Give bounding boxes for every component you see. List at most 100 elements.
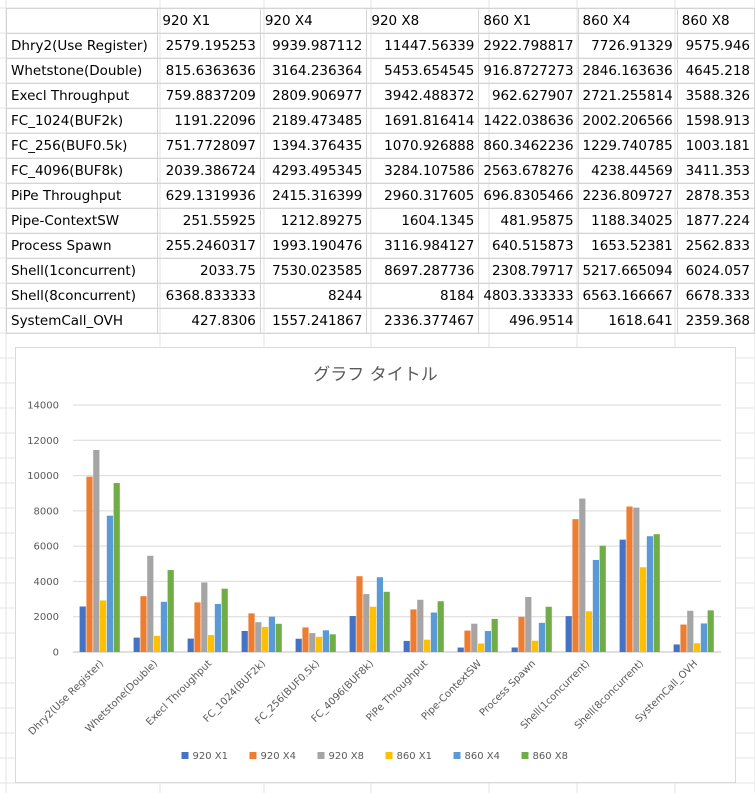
bar[interactable] <box>363 594 370 652</box>
bar[interactable] <box>160 601 167 652</box>
legend-label[interactable]: 860 X8 <box>533 751 568 762</box>
bar[interactable] <box>302 627 309 652</box>
chart-area[interactable]: グラフ タイトル 0 2000 4000 6000 8000 10000 12000 14000… <box>15 347 736 783</box>
bar[interactable] <box>93 450 100 652</box>
bar[interactable] <box>187 638 194 652</box>
value-cell[interactable]: 3116.984127 <box>366 233 480 259</box>
value-cell[interactable]: 2809.906977 <box>259 83 368 109</box>
value-cell[interactable]: 4238.44569 <box>577 158 678 184</box>
bar[interactable] <box>133 637 140 652</box>
bar[interactable] <box>478 643 485 653</box>
bar[interactable] <box>437 601 444 652</box>
bar[interactable] <box>633 507 640 652</box>
bar[interactable] <box>356 576 363 652</box>
value-cell[interactable]: 2039.386724 <box>157 158 261 184</box>
bar[interactable] <box>586 611 593 652</box>
value-cell[interactable]: 4803.333333 <box>478 283 579 309</box>
bar[interactable] <box>241 630 248 652</box>
value-cell[interactable]: 1003.181 <box>676 133 755 159</box>
bar[interactable] <box>316 636 323 652</box>
value-cell[interactable]: 759.8837209 <box>157 83 261 109</box>
bar[interactable] <box>349 616 356 652</box>
bar[interactable] <box>457 647 464 652</box>
bar[interactable] <box>383 591 390 652</box>
row-label-cell[interactable]: FC_1024(BUF2k) <box>5 108 159 134</box>
value-cell[interactable]: 1188.34025 <box>577 208 678 234</box>
header-corner-cell[interactable] <box>5 8 159 34</box>
value-cell[interactable]: 2563.678276 <box>478 158 579 184</box>
bar[interactable] <box>275 623 282 652</box>
value-cell[interactable]: 1070.926888 <box>366 133 480 159</box>
value-cell[interactable]: 1598.913 <box>676 108 755 134</box>
value-cell[interactable]: 1691.816414 <box>366 108 480 134</box>
bar[interactable] <box>700 623 707 652</box>
value-cell[interactable]: 3164.236364 <box>259 58 368 84</box>
row-label-cell[interactable]: Execl Throughput <box>5 83 159 109</box>
bar[interactable] <box>707 610 714 652</box>
legend-label[interactable]: 920 X1 <box>193 751 228 762</box>
value-cell[interactable]: 5217.665094 <box>577 258 678 284</box>
bar[interactable] <box>579 498 586 652</box>
value-cell[interactable]: 11447.56339 <box>366 33 480 59</box>
bar[interactable] <box>147 555 154 652</box>
bar[interactable] <box>626 506 633 652</box>
row-label-cell[interactable]: Shell(1concurrent) <box>5 258 159 284</box>
bar[interactable] <box>471 623 478 652</box>
column-header[interactable]: 860 X4 <box>577 8 678 34</box>
value-cell[interactable]: 2579.195253 <box>157 33 261 59</box>
bar[interactable] <box>410 609 417 652</box>
value-cell[interactable]: 1877.224 <box>676 208 755 234</box>
value-cell[interactable]: 815.6363636 <box>157 58 261 84</box>
value-cell[interactable]: 962.627907 <box>478 83 579 109</box>
bar[interactable] <box>599 545 606 652</box>
bar[interactable] <box>106 515 113 652</box>
value-cell[interactable]: 3588.326 <box>676 83 755 109</box>
value-cell[interactable]: 2002.206566 <box>577 108 678 134</box>
value-cell[interactable]: 8244 <box>259 283 368 309</box>
value-cell[interactable]: 3411.353 <box>676 158 755 184</box>
bar[interactable] <box>680 624 687 652</box>
bar[interactable] <box>417 599 424 652</box>
column-header[interactable]: 860 X1 <box>478 8 579 34</box>
value-cell[interactable]: 1422.038636 <box>478 108 579 134</box>
value-cell[interactable]: 2415.316399 <box>259 183 368 209</box>
bar[interactable] <box>640 567 647 652</box>
row-label-cell[interactable]: PiPe Throughput <box>5 183 159 209</box>
value-cell[interactable]: 8697.287736 <box>366 258 480 284</box>
bar[interactable] <box>491 618 498 652</box>
bar[interactable] <box>221 588 228 652</box>
bar[interactable] <box>518 616 525 652</box>
value-cell[interactable]: 1394.376435 <box>259 133 368 159</box>
row-label-cell[interactable]: Shell(8concurrent) <box>5 283 159 309</box>
value-cell[interactable]: 3284.107586 <box>366 158 480 184</box>
value-cell[interactable]: 2922.798817 <box>478 33 579 59</box>
bar[interactable] <box>653 534 660 652</box>
value-cell[interactable]: 2960.317605 <box>366 183 480 209</box>
value-cell[interactable]: 255.2460317 <box>157 233 261 259</box>
bar[interactable] <box>687 610 694 652</box>
bar[interactable] <box>79 606 86 653</box>
column-header[interactable]: 920 X1 <box>157 8 261 34</box>
value-cell[interactable]: 1653.52381 <box>577 233 678 259</box>
value-cell[interactable]: 8184 <box>366 283 480 309</box>
bar[interactable] <box>545 606 552 652</box>
value-cell[interactable]: 629.1319936 <box>157 183 261 209</box>
legend-label[interactable]: 920 X4 <box>261 751 296 762</box>
bar[interactable] <box>532 640 539 652</box>
bar[interactable] <box>525 597 532 652</box>
row-label-cell[interactable]: Dhry2(Use Register) <box>5 33 159 59</box>
bar[interactable] <box>430 612 437 652</box>
row-label-cell[interactable]: Process Spawn <box>5 233 159 259</box>
value-cell[interactable]: 4645.218 <box>676 58 755 84</box>
bar[interactable] <box>113 483 120 652</box>
bar[interactable] <box>86 476 93 652</box>
row-label-cell[interactable]: Pipe-ContextSW <box>5 208 159 234</box>
value-cell[interactable]: 2236.809727 <box>577 183 678 209</box>
value-cell[interactable]: 2721.255814 <box>577 83 678 109</box>
value-cell[interactable]: 7726.91329 <box>577 33 678 59</box>
bar[interactable] <box>154 635 161 652</box>
bar[interactable] <box>214 603 221 652</box>
value-cell[interactable]: 2562.833 <box>676 233 755 259</box>
value-cell[interactable]: 9939.987112 <box>259 33 368 59</box>
bar[interactable] <box>167 570 174 652</box>
